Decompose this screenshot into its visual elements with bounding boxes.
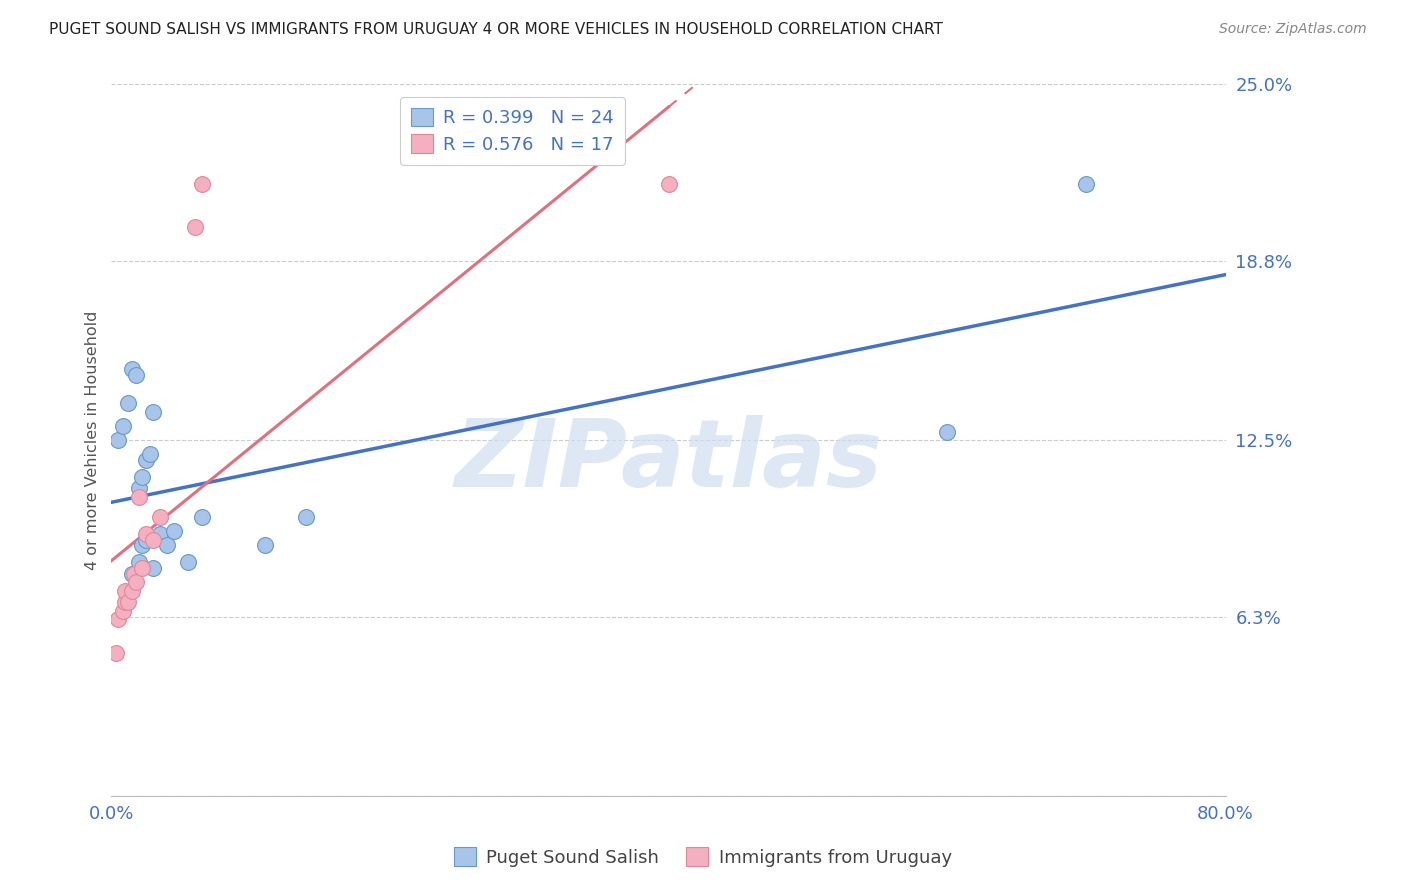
Legend: Puget Sound Salish, Immigrants from Uruguay: Puget Sound Salish, Immigrants from Urug… (447, 840, 959, 874)
Point (142, 533, 165, 547)
Point (131, 470, 153, 484)
Point (131, 561, 153, 575)
Point (128, 556, 150, 570)
Point (295, 510, 318, 524)
Point (107, 612, 129, 626)
Text: PUGET SOUND SALISH VS IMMIGRANTS FROM URUGUAY 4 OR MORE VEHICLES IN HOUSEHOLD CO: PUGET SOUND SALISH VS IMMIGRANTS FROM UR… (49, 22, 943, 37)
Point (142, 404, 165, 418)
Point (177, 556, 200, 570)
Text: Source: ZipAtlas.com: Source: ZipAtlas.com (1219, 22, 1367, 37)
Point (121, 566, 143, 581)
Point (117, 595, 139, 609)
Text: ZIPatlas: ZIPatlas (454, 416, 883, 508)
Point (125, 368, 148, 382)
Point (135, 533, 157, 547)
Point (156, 538, 179, 552)
Point (131, 538, 153, 552)
Legend: R = 0.399   N = 24, R = 0.576   N = 17: R = 0.399 N = 24, R = 0.576 N = 17 (401, 97, 626, 165)
Point (121, 583, 143, 598)
Point (111, 418, 134, 433)
Point (135, 453, 157, 467)
Point (657, 177, 679, 191)
Point (191, 510, 214, 524)
Point (128, 490, 150, 504)
Point (117, 396, 139, 410)
Point (149, 510, 172, 524)
Point (184, 219, 207, 234)
Point (135, 527, 157, 541)
Point (104, 647, 127, 661)
Point (128, 482, 150, 496)
Point (139, 447, 162, 461)
Point (114, 595, 136, 609)
Point (253, 538, 276, 552)
Point (114, 583, 136, 598)
Point (936, 425, 959, 439)
Point (1076, 177, 1098, 191)
Point (122, 566, 145, 581)
Point (163, 524, 186, 538)
Point (107, 433, 129, 447)
Point (149, 527, 172, 541)
Point (142, 561, 165, 575)
Y-axis label: 4 or more Vehicles in Household: 4 or more Vehicles in Household (86, 310, 100, 570)
Point (121, 362, 143, 376)
Point (191, 177, 214, 191)
Point (125, 575, 148, 590)
Point (111, 604, 134, 618)
